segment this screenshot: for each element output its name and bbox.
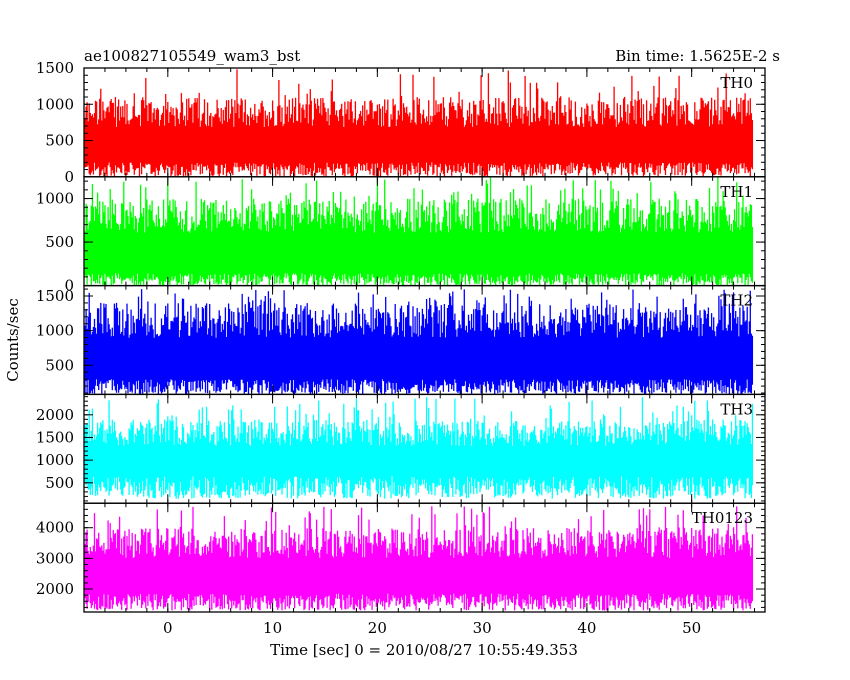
y-tick-label: 0 bbox=[64, 277, 74, 295]
x-axis-label: Time [sec] 0 = 2010/08/27 10:55:49.353 bbox=[270, 641, 578, 659]
panel-frame-th0123 bbox=[83, 502, 766, 613]
x-tick-label: 40 bbox=[577, 619, 596, 637]
panel-label-th0: TH0 bbox=[720, 74, 753, 92]
y-tick-label: 500 bbox=[45, 474, 74, 492]
panel-label-th3: TH3 bbox=[720, 400, 753, 418]
chart-title-left: ae100827105549_wam3_bst bbox=[84, 47, 300, 65]
y-tick-label: 1000 bbox=[36, 322, 74, 340]
series-th1 bbox=[84, 177, 754, 286]
x-tick-label: 50 bbox=[682, 619, 701, 637]
y-tick-label: 2000 bbox=[36, 580, 74, 598]
y-tick-label: 1500 bbox=[36, 59, 74, 77]
y-tick-label: 500 bbox=[45, 233, 74, 251]
panel-label-th2: TH2 bbox=[720, 292, 753, 310]
chart-title-right: Bin time: 1.5625E-2 s bbox=[615, 47, 780, 65]
y-tick-label: 1000 bbox=[36, 451, 74, 469]
y-tick-label: 4000 bbox=[36, 519, 74, 537]
y-tick-label: 1500 bbox=[36, 287, 74, 305]
y-tick-label: 0 bbox=[64, 168, 74, 186]
series-th0 bbox=[84, 69, 754, 177]
y-axis-label: Counts/sec bbox=[4, 298, 22, 382]
y-tick-label: 1000 bbox=[36, 190, 74, 208]
panel-label-th0123: TH0123 bbox=[692, 509, 753, 527]
y-tick-label: 2000 bbox=[36, 406, 74, 424]
x-tick-label: 0 bbox=[163, 619, 173, 637]
x-tick-label: 10 bbox=[263, 619, 282, 637]
x-tick-label: 30 bbox=[473, 619, 492, 637]
series-th2 bbox=[84, 289, 754, 395]
y-tick-label: 3000 bbox=[36, 549, 74, 567]
y-tick-label: 500 bbox=[45, 356, 74, 374]
panel-label-th1: TH1 bbox=[720, 183, 753, 201]
series-th0123 bbox=[84, 506, 754, 611]
y-tick-label: 1000 bbox=[36, 95, 74, 113]
series-th3 bbox=[84, 397, 754, 499]
y-tick-label: 500 bbox=[45, 132, 74, 150]
x-tick-label: 20 bbox=[368, 619, 387, 637]
y-tick-label: 1500 bbox=[36, 428, 74, 446]
